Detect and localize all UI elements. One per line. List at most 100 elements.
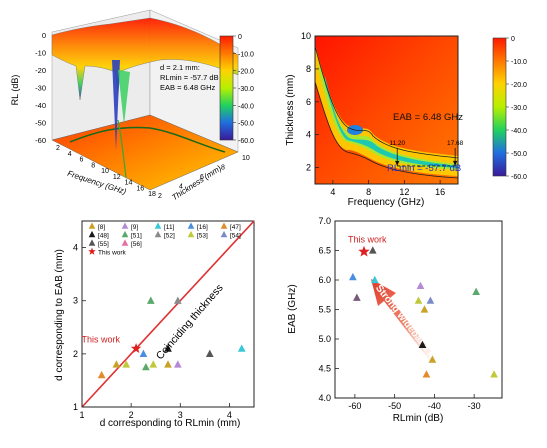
floor-contour-2 <box>117 119 127 179</box>
legend-label: [51] <box>131 233 142 240</box>
colorbar-a-gradient <box>219 35 234 141</box>
legend-label: [55] <box>98 241 109 248</box>
legend-marker-this-work <box>88 247 96 255</box>
y-axis-label: d corresponding to EAB (mm) <box>54 249 65 381</box>
data-point <box>173 296 182 304</box>
y-axis-label: Thickness (mm) <box>285 74 296 145</box>
z-tick-label: -20 <box>35 66 46 75</box>
y-tick-label: 5.0 <box>318 334 331 344</box>
legend-label: [9] <box>131 224 138 231</box>
data-point <box>173 360 182 368</box>
legend-label: [8] <box>98 224 105 231</box>
y-tick-label: 3 <box>73 296 78 306</box>
colorbar-a-tick-label: -30.0 <box>238 86 254 93</box>
this-work-label: This work <box>348 235 387 245</box>
colorbar-b-tick-label: -20.0 <box>511 82 527 89</box>
absorption-band-outer <box>315 44 458 176</box>
data-point <box>139 349 148 358</box>
data-point <box>472 287 481 295</box>
colorbar-a-tick-label: -20.0 <box>238 69 254 76</box>
y-tick-label: 2 <box>158 193 162 200</box>
legend-marker <box>154 230 162 238</box>
colorbar-b-tick-label: -60.0 <box>511 174 527 181</box>
data-point <box>349 272 357 281</box>
x-tick-label: -30 <box>468 401 481 411</box>
data-point <box>418 340 427 349</box>
rl-surface-spike-2 <box>118 70 130 125</box>
colorbar-b-tick-label: -40.0 <box>511 128 527 135</box>
rl-surface <box>51 17 239 101</box>
data-point <box>164 344 172 352</box>
legend-label: [11] <box>164 224 175 231</box>
colorbar-a-tick-label: -50.0 <box>238 121 254 128</box>
x-axis-label: RLmin (dB) <box>393 413 444 424</box>
surface-floor <box>51 114 239 191</box>
y-tick-label: 7.0 <box>318 216 331 226</box>
colorbar-a-tick-label: -60.0 <box>238 138 254 145</box>
data-point <box>237 344 246 352</box>
x-tick-label: 16 <box>435 187 445 197</box>
data-point <box>426 296 435 304</box>
scatter-d-frame <box>334 220 503 399</box>
y-tick-label: 8 <box>221 165 225 172</box>
eab-edge-arrowhead <box>395 160 400 166</box>
x-tick-label: 6 <box>80 157 84 164</box>
y-tick-label: 1 <box>73 402 78 412</box>
legend-label: [56] <box>131 241 142 248</box>
x-tick-label: 12 <box>399 187 409 197</box>
legend-label: [16] <box>197 224 208 231</box>
y-tick-label: 6.5 <box>318 246 331 256</box>
data-point <box>416 281 425 290</box>
y-tick-label: 10 <box>301 31 311 41</box>
legend-marker <box>121 239 129 246</box>
diagonal-label: Coinciding thickness <box>154 282 226 362</box>
z-tick-label: -50 <box>35 119 46 128</box>
data-point <box>428 355 437 363</box>
y-tick-label: 2 <box>73 349 78 359</box>
data-point <box>420 305 429 313</box>
data-point <box>422 370 431 378</box>
data-point <box>149 360 158 368</box>
z-tick-label: 0 <box>42 31 46 40</box>
legend-label: [54] <box>230 233 241 240</box>
colorbar-a-tick-label: -10.0 <box>238 51 254 58</box>
legend-marker <box>121 222 129 229</box>
data-point <box>353 293 361 301</box>
data-point <box>370 275 379 284</box>
y-tick-label: 2 <box>306 163 311 173</box>
legend-marker <box>220 230 228 238</box>
colorbar-b-tick-label: 0 <box>511 36 515 43</box>
y-tick-label: 8 <box>306 64 311 74</box>
y-tick-label: 6.0 <box>318 275 331 285</box>
y-tick-label: 10 <box>242 155 250 162</box>
colorbar-b-tick-label: -10.0 <box>511 59 527 66</box>
x-tick-label: 8 <box>366 187 371 197</box>
x-tick-label: 18 <box>148 191 156 198</box>
y-tick-label: 6 <box>306 97 311 107</box>
z-tick-label: -40 <box>35 101 46 110</box>
data-point <box>142 362 150 371</box>
x-tick-label: 12 <box>113 174 121 181</box>
this-work-marker <box>130 343 142 353</box>
legend-label: [52] <box>164 233 175 240</box>
legend-label: [47] <box>230 224 241 231</box>
legend-marker <box>220 222 228 229</box>
rl-surface-spike <box>112 60 120 150</box>
legend-marker <box>187 222 195 229</box>
colorbar-a-tick-label: -40.0 <box>238 103 254 110</box>
data-point <box>97 370 106 379</box>
legend-label: [53] <box>197 233 208 240</box>
annotation-line-3: EAB = 6.48 GHz <box>160 83 215 92</box>
x-tick-label: -40 <box>428 401 441 411</box>
y-tick-label: 4 <box>73 243 78 253</box>
legend-label: [48] <box>98 233 109 240</box>
eab-edge-label: 11.20 <box>389 140 405 147</box>
contour-line-outer <box>315 45 458 159</box>
this-work-label: This work <box>82 335 121 345</box>
legend-label: This work <box>98 250 127 257</box>
x-tick-label: 2 <box>56 145 60 152</box>
y-tick-label: 4 <box>179 184 183 191</box>
absorption-band-inner <box>319 60 458 170</box>
panel-eab-vs-rlmin: Strong wideband MA This work -60 -50 -40 -3… <box>287 216 503 424</box>
